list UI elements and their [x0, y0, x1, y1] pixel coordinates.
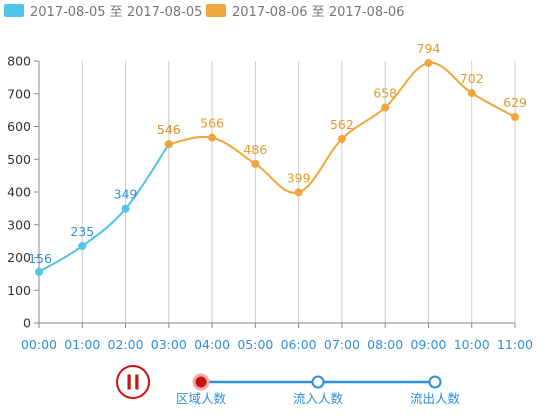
legend-swatch	[206, 4, 226, 17]
timeline-node-2[interactable]: 流入人数	[293, 375, 344, 407]
x-tick-label: 07:00	[324, 337, 360, 352]
y-tick-label: 800	[7, 54, 31, 69]
timeline-node-3[interactable]: 流出人数	[410, 375, 461, 407]
data-label: 486	[243, 142, 267, 157]
x-tick-label: 00:00	[21, 337, 57, 352]
series-line-1	[38, 143, 170, 273]
data-point[interactable]	[294, 188, 303, 197]
series-lines	[35, 58, 519, 276]
x-tick-label: 02:00	[108, 337, 144, 352]
data-label: 794	[417, 41, 441, 56]
data-point[interactable]	[424, 58, 433, 67]
y-tick-label: 500	[7, 152, 31, 167]
timeline-label: 流入人数	[293, 391, 344, 406]
data-point[interactable]	[511, 113, 519, 122]
data-label: 546	[157, 122, 181, 137]
x-tick-label: 09:00	[410, 337, 446, 352]
timeline-control[interactable]: 区域人数 流入人数 流出人数	[116, 365, 461, 407]
timeline-active-dot	[195, 376, 207, 388]
y-tick-label: 100	[7, 283, 31, 298]
data-label: 235	[70, 224, 94, 239]
data-point[interactable]	[251, 159, 260, 168]
timeline-label: 流出人数	[410, 391, 461, 406]
x-tick-label: 01:00	[64, 337, 100, 352]
timeline-label: 区域人数	[176, 391, 227, 406]
data-point[interactable]	[164, 140, 173, 149]
data-label: 658	[373, 86, 397, 101]
timeline-node-1[interactable]: 区域人数	[176, 373, 227, 407]
data-point[interactable]	[78, 242, 87, 251]
x-tick-label: 03:00	[151, 337, 187, 352]
timeline-dot	[311, 375, 325, 389]
data-label: 546	[157, 122, 181, 137]
data-label: 566	[200, 116, 224, 131]
data-point[interactable]	[121, 204, 130, 213]
data-label: 629	[503, 95, 527, 110]
legend-label: 2017-08-05 至 2017-08-05	[30, 5, 202, 20]
x-tick-label: 04:00	[194, 337, 230, 352]
y-tick-label: 200	[7, 250, 31, 265]
x-tick-label: 05:00	[237, 337, 273, 352]
data-label: 562	[330, 117, 354, 132]
pause-icon-ring	[116, 365, 150, 399]
data-label: 349	[114, 187, 138, 202]
timeline-dot	[428, 375, 442, 389]
legend-label: 2017-08-06 至 2017-08-06	[232, 5, 404, 20]
data-label: 702	[460, 71, 484, 86]
legend-swatch	[4, 4, 24, 17]
legend: 2017-08-05 至 2017-08-05 2017-08-06 至 2017…	[4, 4, 404, 20]
x-tick-label: 11:00	[497, 337, 533, 352]
data-point[interactable]	[337, 134, 346, 143]
pause-icon	[135, 374, 139, 390]
y-tick-label: 0	[23, 316, 31, 331]
data-point[interactable]	[208, 133, 217, 142]
y-tick-label: 400	[7, 185, 31, 200]
legend-item-1[interactable]: 2017-08-05 至 2017-08-05	[4, 4, 202, 20]
y-tick-label: 300	[7, 217, 31, 232]
data-point[interactable]	[467, 89, 476, 98]
pause-icon	[127, 374, 131, 390]
x-tick-label: 06:00	[281, 337, 317, 352]
x-tick-label: 10:00	[454, 337, 490, 352]
y-tick-label: 700	[7, 86, 31, 101]
data-label: 156	[28, 251, 52, 266]
x-tick-label: 08:00	[367, 337, 403, 352]
data-point[interactable]	[381, 103, 390, 112]
legend-item-2[interactable]: 2017-08-06 至 2017-08-06	[206, 4, 404, 20]
data-point[interactable]	[35, 267, 43, 276]
pause-button[interactable]	[116, 365, 150, 399]
axes: 0 100 200 300 400 500 600 700 800 00:00 01:00 02:00…	[7, 54, 533, 353]
data-label: 399	[287, 170, 311, 185]
y-tick-label: 600	[7, 119, 31, 134]
